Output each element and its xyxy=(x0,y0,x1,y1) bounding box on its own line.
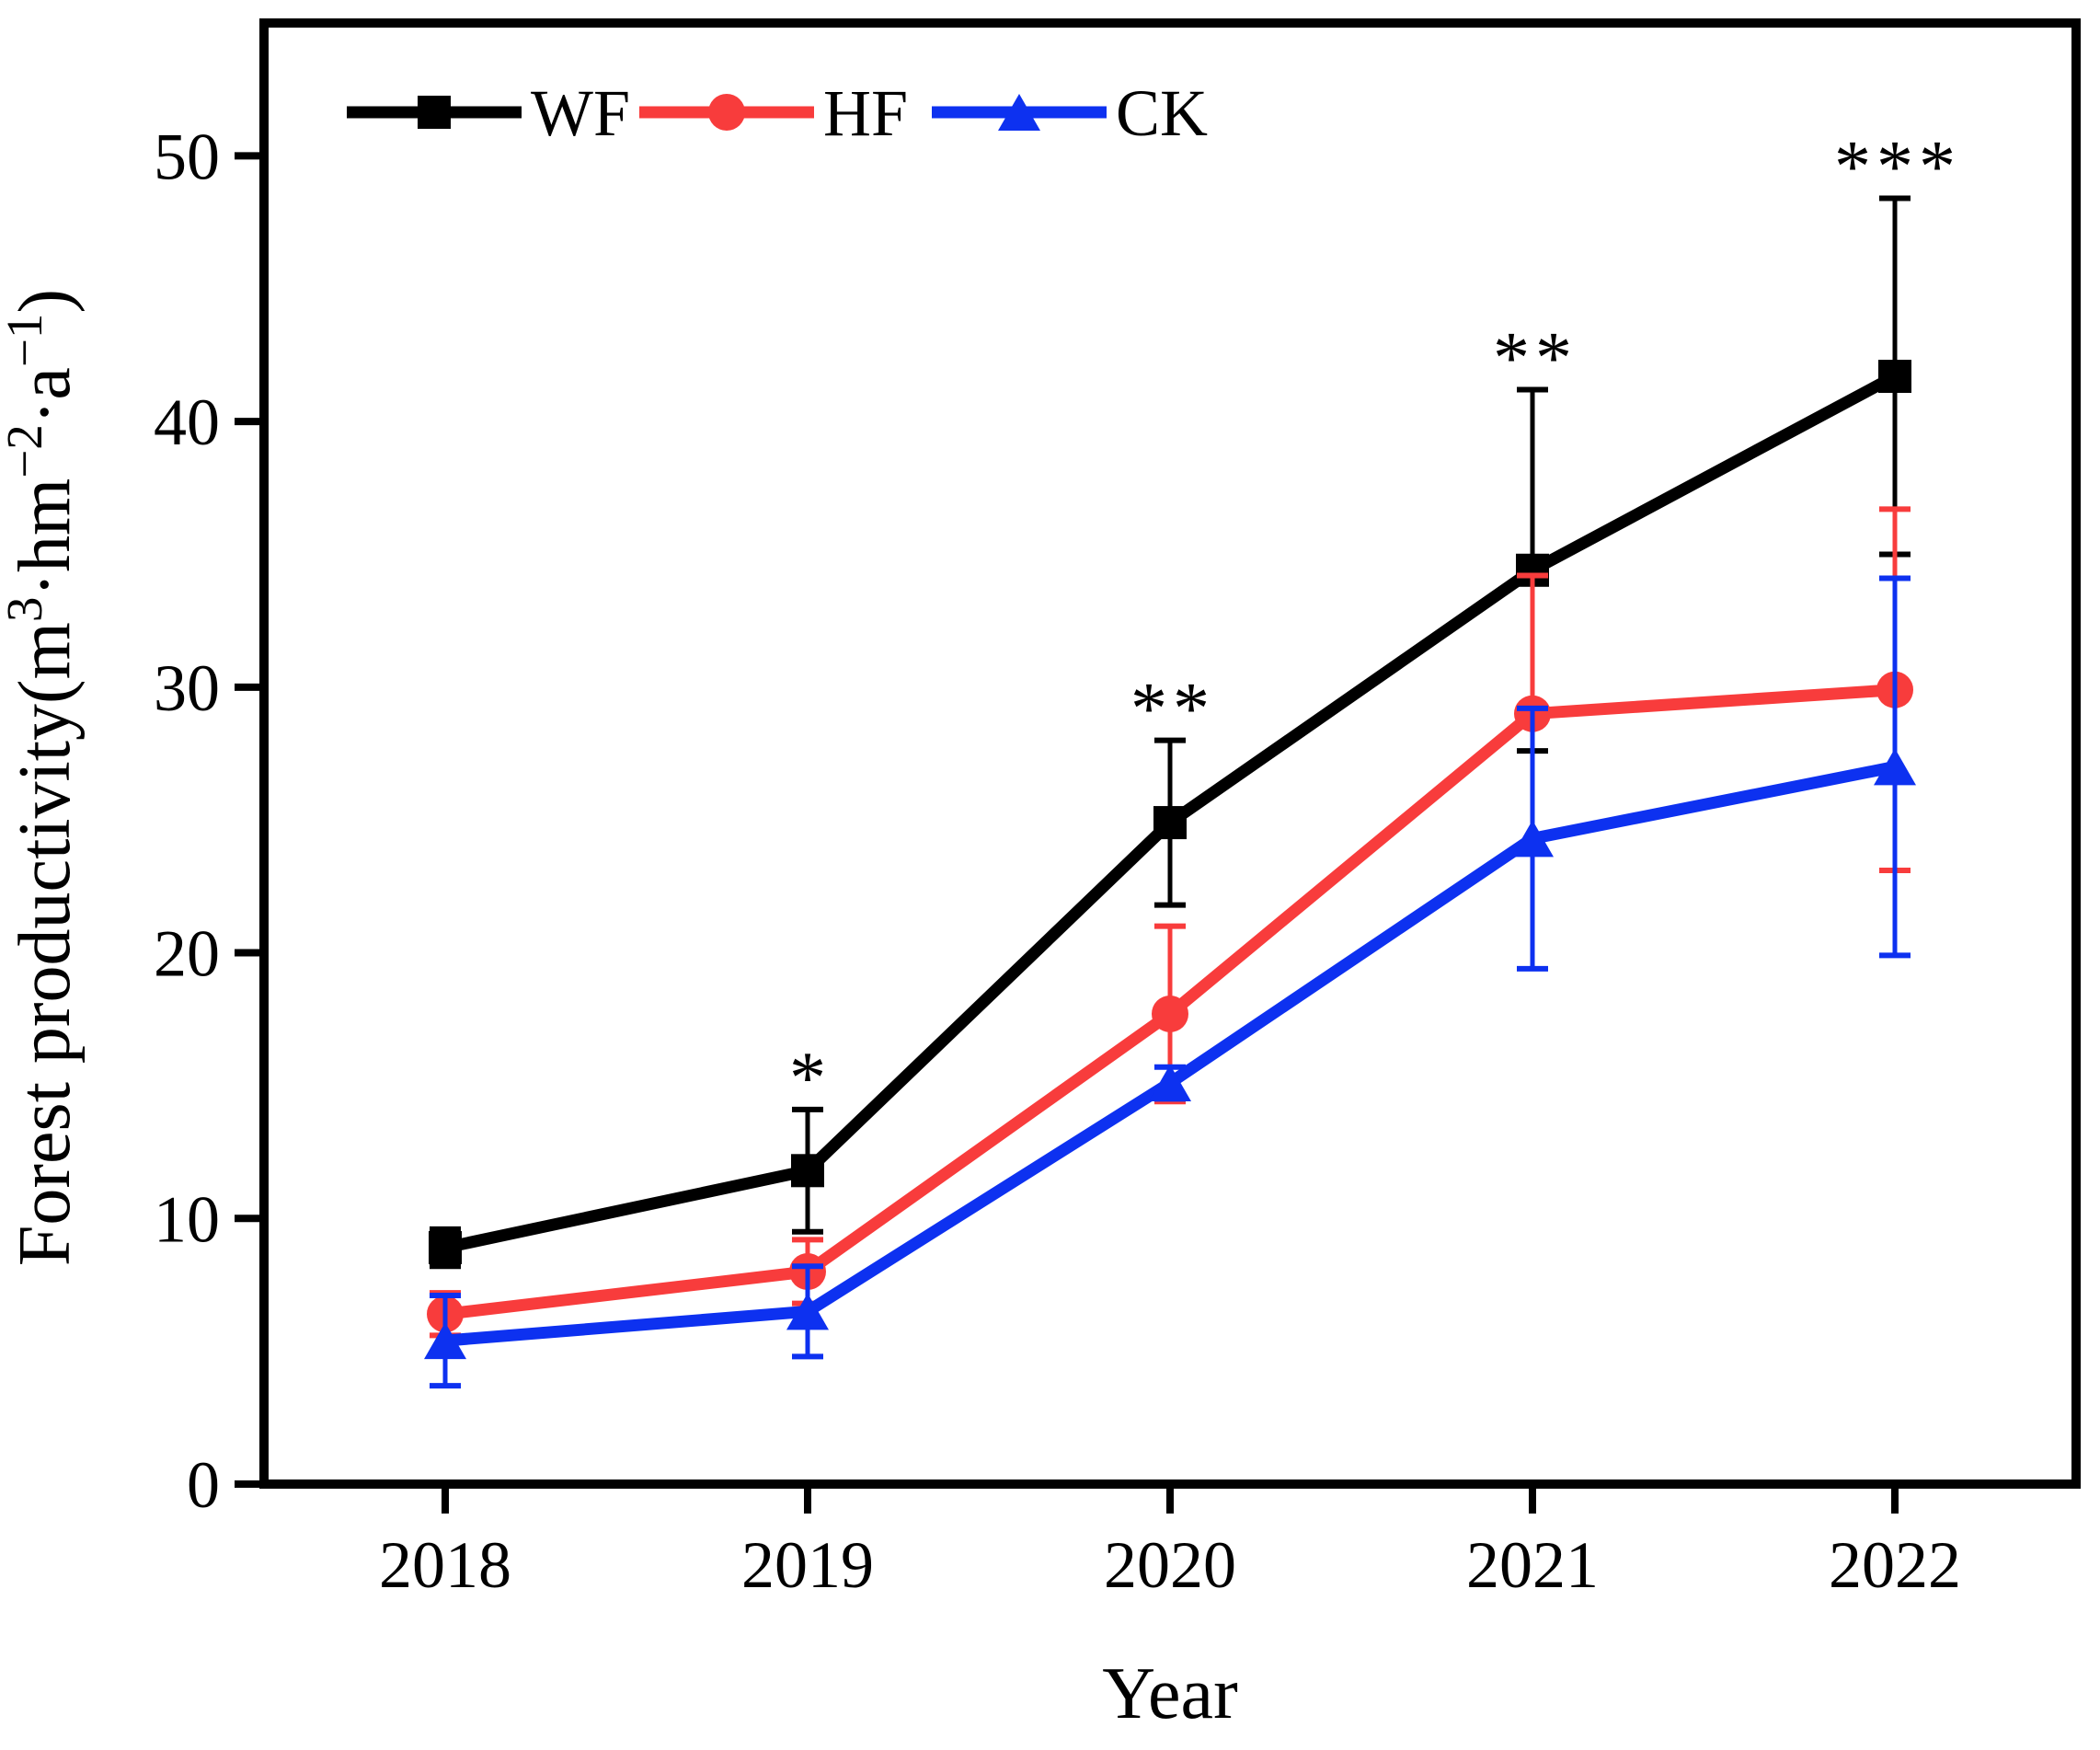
marker-ck-2019 xyxy=(786,1293,829,1330)
y-tick-label: 40 xyxy=(154,386,220,459)
x-tick-label: 2022 xyxy=(1829,1528,1961,1602)
significance-marker: ** xyxy=(1130,669,1215,750)
marker-ck-2018 xyxy=(424,1322,466,1360)
marker-ck-2022 xyxy=(1874,748,1916,786)
marker-wf-2019 xyxy=(791,1154,824,1188)
marker-wf-2020 xyxy=(1153,806,1187,840)
significance-marker: *** xyxy=(1834,127,1961,208)
y-axis-title: Forest productivity(m3·hm−2·a−1) xyxy=(0,289,86,1266)
y-tick-label: 0 xyxy=(187,1448,220,1522)
marker-ck-2021 xyxy=(1511,820,1554,858)
significance-marker: * xyxy=(789,1038,832,1119)
marker-hf-2020 xyxy=(1152,995,1188,1032)
marker-wf-2018 xyxy=(429,1231,462,1265)
y-tick-label: 50 xyxy=(154,120,220,193)
y-tick-label: 30 xyxy=(154,651,220,725)
x-tick-label: 2020 xyxy=(1104,1528,1236,1602)
y-tick-label: 20 xyxy=(154,917,220,991)
x-tick-label: 2019 xyxy=(741,1528,874,1602)
legend-marker-ck xyxy=(998,94,1040,131)
legend-label-wf: WF xyxy=(531,76,630,150)
y-tick-label: 10 xyxy=(154,1182,220,1256)
x-tick-label: 2018 xyxy=(379,1528,511,1602)
significance-marker: ** xyxy=(1493,317,1578,398)
marker-wf-2022 xyxy=(1878,360,1911,394)
legend-label-ck: CK xyxy=(1116,76,1208,150)
x-tick-label: 2021 xyxy=(1466,1528,1599,1602)
legend-label-hf: HF xyxy=(823,76,908,150)
x-axis-title: Year xyxy=(1102,1653,1237,1734)
marker-ck-2020 xyxy=(1149,1065,1191,1102)
legend-marker-hf xyxy=(708,94,745,131)
legend-marker-wf xyxy=(418,96,451,129)
